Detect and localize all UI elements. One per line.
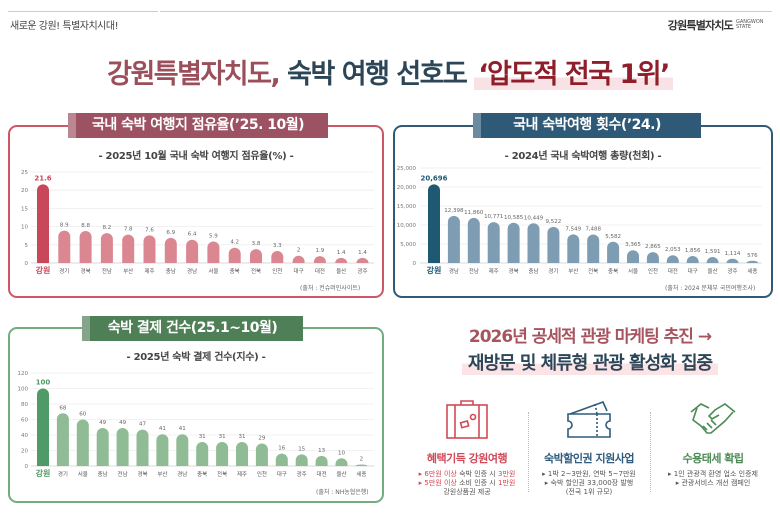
trips-source: (출처 : 2024 문체부 국민여행조사) — [665, 285, 756, 292]
handshake-icon — [690, 403, 736, 434]
occupancy-panel — [8, 125, 384, 298]
header-line — [8, 11, 158, 12]
plan-item-coupon: 숙박할인권 지원사업 ▸ 1박 2~3만원, 연박 5~7만원 ▸ 숙박 할인권 … — [530, 398, 648, 497]
occupancy-source: (출처 : 컨슈머인사이트) — [300, 285, 361, 292]
gangwon-logo: 강원특별자치도 GANGWON STATE — [667, 17, 764, 33]
logo-text: 강원특별자치도 — [667, 19, 734, 32]
title-part2: 숙박 여행 선호도 — [287, 59, 468, 90]
occupancy-tab: 국내 숙박 여행지 점유율(’25. 10월) — [68, 113, 328, 138]
page-title: 강원특별자치도, 숙박 여행 선호도 ‘압도적 전국 1위’ — [0, 52, 780, 91]
payments-subtitle: - 2025년 숙박 결제 건수(지수) - — [126, 352, 266, 363]
plan-item-hospitality: 수용태세 확립 ▸ 1인 관광객 환영 업소 인증제 ▸ 관광서비스 개선 캠페인 — [654, 398, 772, 488]
ticket-icon — [567, 400, 611, 438]
plan-item-line: ▸ 1인 관광객 환영 업소 인증제 ▸ 관광서비스 개선 캠페인 — [668, 470, 758, 487]
trips-panel — [393, 125, 773, 298]
plan-item-title: 혜택기득 강원여행 — [426, 452, 508, 465]
plan-item-travel: 혜택기득 강원여행 ▸ 6만원 이상 숙박 인증 시 3만원 ▸ 5만원 이상 소… — [408, 398, 526, 497]
occupancy-subtitle: - 2025년 10월 국내 숙박 여행지 점유율(%) - — [98, 151, 294, 162]
plan-headline: 2026년 공세적 관광 마케팅 추진 → 재방문 및 체류형 관광 활성화 집… — [400, 322, 780, 375]
trips-subtitle: - 2024년 국내 숙박여행 총량(천회) - — [504, 151, 662, 162]
logo-en: GANGWON STATE — [736, 19, 764, 30]
plan-line1: 2026년 공세적 관광 마케팅 추진 → — [468, 327, 712, 347]
plan-item-line: ▸ 1박 2~3만원, 연박 5~7만원 ▸ 숙박 할인권 33,000장 발행(… — [542, 470, 636, 496]
suitcase-icon — [446, 400, 488, 439]
divider — [650, 412, 651, 492]
plan-item-title: 숙박할인권 지원사업 — [544, 452, 634, 465]
slogan: 새로운 강원! 특별자치시대! — [10, 21, 119, 32]
plan-item-line: ▸ 6만원 이상 숙박 인증 시 3만원 ▸ 5만원 이상 소비 인증 시 1만원… — [418, 470, 516, 496]
divider — [528, 412, 529, 492]
title-part1: 강원특별자치도, — [107, 59, 281, 90]
header-line — [160, 11, 772, 12]
title-highlight: ‘압도적 전국 1위’ — [474, 59, 673, 90]
trips-tab: 국내 숙박여행 횟수(’24.) — [473, 113, 701, 138]
payments-source: (출처 : NH농협은행) — [316, 489, 369, 496]
plan-item-title: 수용태세 확립 — [682, 452, 744, 465]
payments-tab: 숙박 결제 건수(25.1~10월) — [82, 316, 303, 341]
plan-line2: 재방문 및 체류형 관광 활성화 집중 — [461, 349, 719, 375]
payments-panel — [8, 327, 384, 503]
